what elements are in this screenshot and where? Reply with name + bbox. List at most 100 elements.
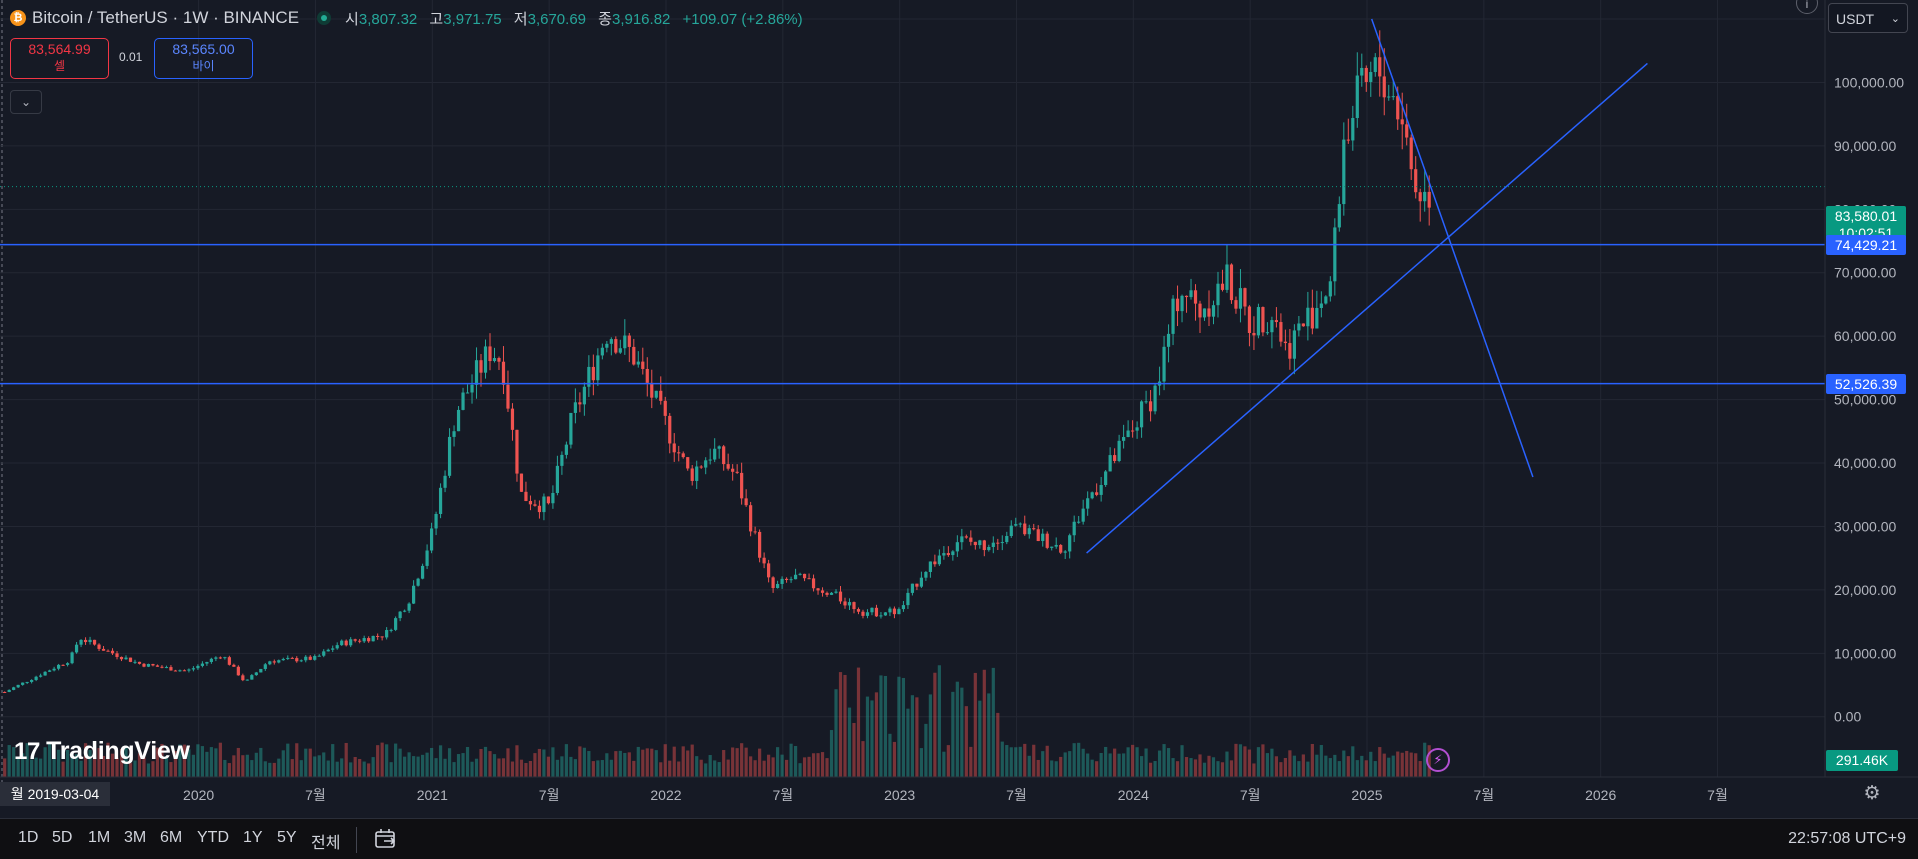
range-5y-button[interactable]: 5Y <box>277 829 297 846</box>
time-axis[interactable]: 2020 7월 2021 7월 2022 7월 2023 7월 2024 7월 2025 7월 2026… <box>0 776 1918 803</box>
gear-icon[interactable]: ⚙ <box>1863 783 1881 804</box>
volume-bar <box>946 745 950 777</box>
candle-body <box>672 443 676 453</box>
volume-bar <box>146 763 151 777</box>
range-6m-button[interactable]: 6M <box>160 829 183 846</box>
buy-button[interactable]: 83,565.00 바이 <box>154 38 253 79</box>
range-1m-button[interactable]: 1M <box>88 829 111 846</box>
candle-body <box>802 573 807 579</box>
candle-body <box>996 542 1000 544</box>
candle-body <box>1000 542 1004 544</box>
candle-body <box>1324 296 1328 304</box>
upper-line-tag[interactable]: 74,429.21 <box>1826 234 1906 255</box>
candle-body <box>1104 471 1108 486</box>
candle-body <box>65 663 70 665</box>
candle-body <box>793 574 798 580</box>
candle-body <box>964 536 968 538</box>
volume-bar <box>1225 751 1229 777</box>
candle-body <box>227 657 231 665</box>
currency-select[interactable]: USDT ⌄ <box>1828 3 1908 33</box>
candle-body <box>1117 440 1121 461</box>
symbol-title[interactable]: Bitcoin / TetherUS · 1W · BINANCE <box>32 8 300 27</box>
volume-bar <box>389 762 393 777</box>
volume-bar <box>128 763 133 777</box>
candle-body <box>56 664 61 669</box>
price-tick-label: 100,000.00 <box>1834 74 1904 90</box>
candle-body <box>906 592 910 606</box>
volume-bar <box>16 758 20 777</box>
candle-body <box>506 384 510 409</box>
lower-line-tag[interactable]: 52,526.39 <box>1826 373 1906 394</box>
candle-body <box>39 675 43 677</box>
volume-bar <box>1207 755 1211 777</box>
volume-bar <box>488 751 492 777</box>
candle-body <box>1279 322 1283 342</box>
volume-bar <box>717 762 721 777</box>
volume-bar <box>1113 748 1117 777</box>
volume-bar <box>1256 747 1261 777</box>
range-5d-button[interactable]: 5D <box>52 829 73 846</box>
volume-bar <box>1000 741 1004 777</box>
volume-bar <box>1014 747 1018 777</box>
volume-bar <box>978 700 982 777</box>
clock[interactable]: 22:57:08 UTC+9 <box>1788 830 1906 847</box>
candle-body <box>955 542 959 552</box>
candle-body <box>79 639 83 645</box>
last-price: 83,580.01 <box>1834 208 1898 224</box>
volume-bar <box>681 746 685 777</box>
volume-bar <box>61 761 65 777</box>
range-1y-button[interactable]: 1Y <box>243 829 263 846</box>
volume-bar <box>12 747 16 777</box>
volume-bar <box>1108 753 1112 777</box>
volume-bar <box>1333 754 1337 777</box>
candle-body <box>1162 346 1166 382</box>
price-tick-label: 20,000.00 <box>1834 582 1896 598</box>
range-3m-button[interactable]: 3M <box>124 829 147 846</box>
candle-body <box>1220 283 1225 290</box>
candle-body <box>398 611 402 619</box>
candle-body <box>560 454 564 466</box>
volume-bar <box>573 759 577 777</box>
volume-bar <box>1202 762 1207 777</box>
range-ytd-button[interactable]: YTD <box>197 829 229 846</box>
drawing-lines[interactable] <box>0 18 1825 554</box>
volume-bar <box>618 750 622 777</box>
range-all-button[interactable]: 전체 <box>311 835 341 852</box>
volume-bar <box>861 741 865 777</box>
volume-bar <box>1387 757 1391 777</box>
candle-body <box>533 504 537 506</box>
volume-bar <box>331 744 335 777</box>
volume-bar <box>178 744 182 777</box>
volume-bar <box>1148 762 1153 777</box>
volume-bar <box>856 667 861 777</box>
candle-body <box>695 466 699 481</box>
candle-body <box>632 346 636 365</box>
candle-body <box>88 639 92 643</box>
range-1d-button[interactable]: 1D <box>18 829 39 846</box>
candle-body <box>892 608 897 615</box>
lightning-icon[interactable]: ⚡ <box>1426 748 1450 772</box>
sell-button[interactable]: 83,564.99 셀 <box>10 38 109 79</box>
volume-bar <box>762 760 766 777</box>
volume-bar <box>1351 746 1355 777</box>
candle-body <box>420 565 425 579</box>
collapse-legend-button[interactable]: ⌄ <box>10 90 42 114</box>
volume-bar <box>758 748 762 777</box>
price-tick-label: 10,000.00 <box>1834 645 1896 661</box>
volume-bar <box>483 746 488 777</box>
volume-bar <box>829 730 834 777</box>
candle-body <box>1288 343 1292 359</box>
candle-body <box>987 546 991 551</box>
volume-bar <box>461 753 465 777</box>
volume-bar <box>704 763 708 777</box>
volume-bar <box>1009 747 1013 777</box>
go-to-date-icon[interactable] <box>372 825 400 853</box>
volume-bar <box>1328 758 1332 777</box>
volume-bar <box>286 743 290 777</box>
candle-body <box>340 640 344 646</box>
tradingview-logo[interactable]: 17 TradingView <box>14 737 190 766</box>
candle-body <box>1045 533 1049 548</box>
ohlc-values: 시3,807.32 고3,971.75 저3,670.69 종3,916.82 … <box>345 10 803 28</box>
volume-bar <box>1122 753 1126 777</box>
